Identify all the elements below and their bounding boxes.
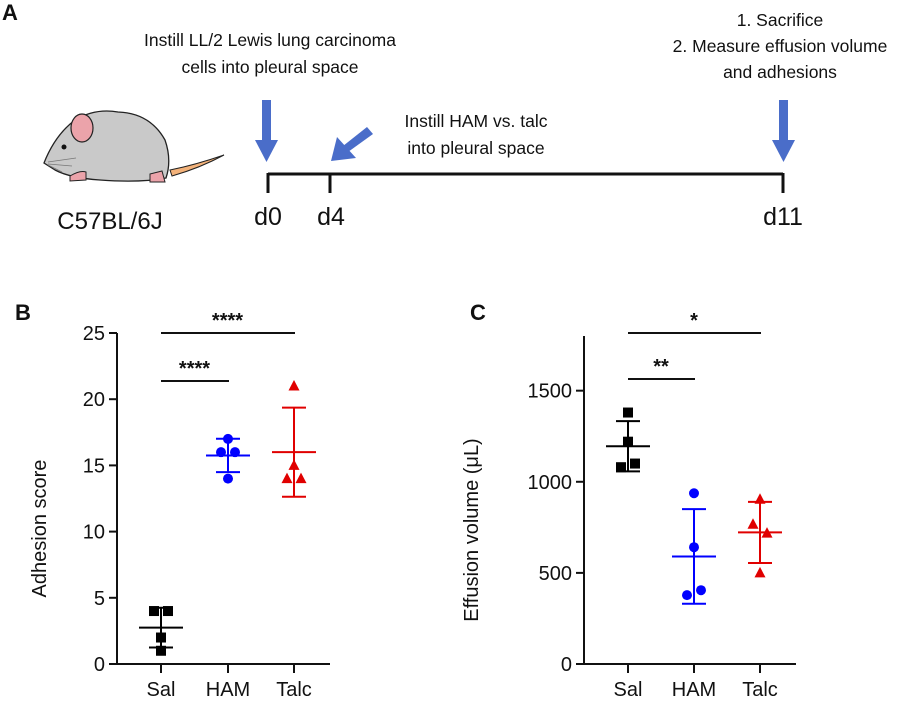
- data-point-square: [156, 645, 166, 656]
- step2-line2: into pleural space: [407, 138, 544, 158]
- x-tick-label: HAM: [206, 679, 250, 701]
- step1-line1: Instill LL/2 Lewis lung carcinoma: [144, 30, 396, 50]
- step3-line2: 2. Measure effusion volume: [673, 36, 888, 56]
- panel-label: B: [15, 300, 31, 325]
- data-point-triangle: [747, 518, 759, 529]
- y-tick-label: 10: [83, 522, 105, 544]
- mouse-illustration: [43, 110, 225, 183]
- data-point-triangle: [295, 472, 307, 484]
- significance-label: ****: [212, 310, 243, 332]
- data-point-square: [630, 458, 640, 469]
- data-point-circle: [696, 585, 706, 596]
- mouse-tail: [169, 154, 225, 177]
- data-point-square: [163, 606, 173, 617]
- data-point-triangle: [288, 379, 300, 391]
- data-point-circle: [223, 433, 233, 444]
- x-tick-label: Talc: [742, 679, 778, 701]
- y-axis-label: Adhesion score: [29, 460, 51, 598]
- mouse-whiskers: [47, 157, 77, 173]
- step1-line2: cells into pleural space: [181, 57, 358, 77]
- step3-line3: and adhesions: [723, 62, 837, 82]
- step2-line1: Instill HAM vs. talc: [405, 111, 548, 131]
- arrow-d4: [331, 127, 373, 161]
- data-point-square: [623, 436, 633, 447]
- day-label-d0: d0: [254, 203, 282, 231]
- y-tick-label: 5: [94, 588, 105, 610]
- y-axis-label: Effusion volume (μL): [461, 438, 483, 621]
- significance-label: *: [690, 310, 698, 332]
- data-point-circle: [682, 590, 692, 601]
- panel-label: C: [470, 300, 486, 325]
- y-tick-label: 0: [94, 654, 105, 676]
- data-point-triangle: [754, 566, 766, 578]
- data-point-circle: [230, 447, 240, 458]
- y-tick-label: 0: [561, 654, 572, 676]
- panel-label-a: A: [2, 0, 18, 25]
- significance-label: ****: [179, 358, 210, 380]
- arrow-d11: [772, 100, 795, 162]
- timeline: [266, 172, 785, 193]
- strain-label: C57BL/6J: [57, 208, 162, 235]
- data-point-square: [623, 407, 633, 418]
- mouse-foot-back: [149, 170, 166, 183]
- data-point-circle: [216, 447, 226, 458]
- y-tick-label: 25: [83, 323, 105, 345]
- step3-line1: 1. Sacrifice: [737, 10, 824, 30]
- x-tick-label: HAM: [672, 679, 716, 701]
- data-point-circle: [223, 473, 233, 484]
- x-tick-label: Talc: [276, 679, 312, 701]
- data-point-triangle: [754, 493, 766, 504]
- mouse-foot-front: [69, 171, 87, 182]
- data-point-triangle: [281, 472, 293, 484]
- panel-a: A C57BL/6J Instill LL/2 Lewis lung carci…: [2, 0, 887, 235]
- arrow-d0: [255, 100, 278, 162]
- panel-c: C 0 500 1000 1500 Effusion volume (μL) Sal HAM T…: [461, 300, 796, 701]
- mouse-ear: [70, 113, 94, 143]
- data-point-square: [149, 606, 159, 617]
- data-point-circle: [689, 542, 699, 553]
- mouse-eye: [61, 144, 67, 150]
- significance-label: **: [653, 356, 669, 378]
- y-tick-label: 20: [83, 389, 105, 411]
- y-tick-label: 500: [539, 563, 572, 585]
- day-label-d11: d11: [763, 203, 803, 231]
- day-label-d4: d4: [317, 203, 345, 231]
- data-point-triangle: [761, 527, 773, 538]
- x-tick-label: Sal: [614, 679, 643, 701]
- x-tick-label: Sal: [147, 679, 176, 701]
- panel-b: B 0 5 10 15 20 25 Adhesion score Sal HAM Talc **** *…: [15, 300, 330, 701]
- y-tick-label: 1000: [528, 472, 573, 494]
- data-point-triangle: [288, 459, 300, 470]
- y-tick-label: 1500: [528, 381, 573, 403]
- data-point-square: [156, 632, 166, 643]
- y-tick-label: 15: [83, 455, 105, 477]
- data-point-square: [616, 462, 626, 473]
- data-point-circle: [689, 488, 699, 499]
